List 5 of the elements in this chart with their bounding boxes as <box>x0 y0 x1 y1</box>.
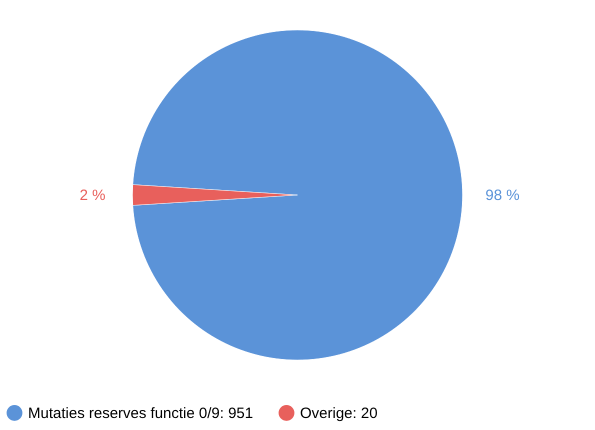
pie-slice <box>132 30 463 360</box>
data-label: 98 % <box>485 187 520 204</box>
legend-label: Overige: 20 <box>300 404 378 422</box>
data-label: 2 % <box>80 187 106 204</box>
legend-label: Mutaties reserves functie 0/9: 951 <box>28 404 254 422</box>
